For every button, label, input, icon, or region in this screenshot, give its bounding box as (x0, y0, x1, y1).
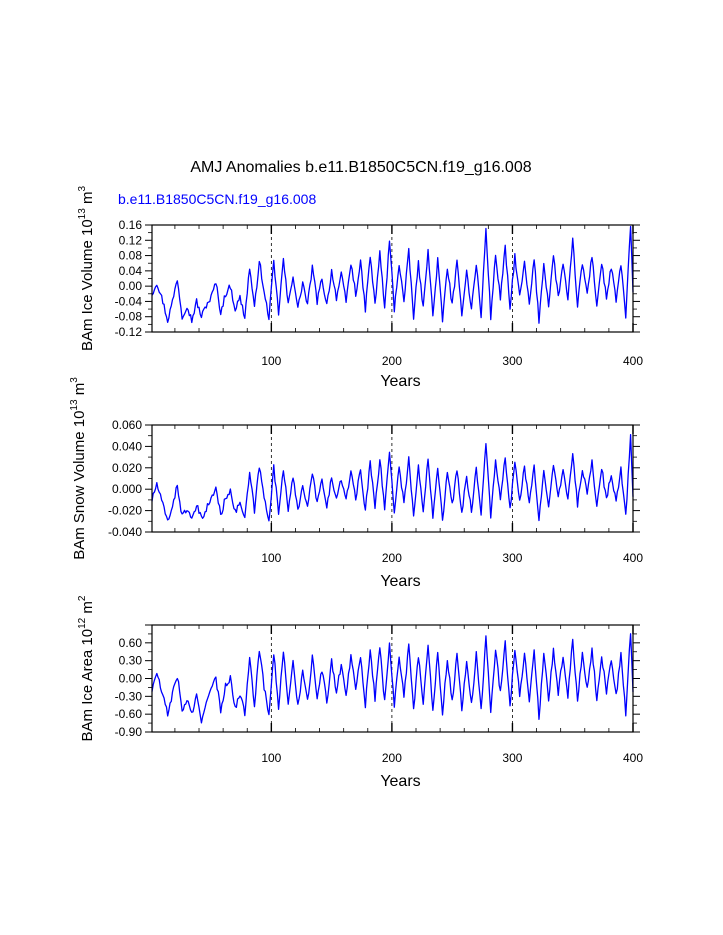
y-axis-label: BAm Ice Volume 1013 m3 (77, 186, 96, 352)
y-tick-label: 0.000 (112, 482, 142, 496)
y-tick-label: -0.12 (115, 325, 143, 339)
x-tick-label: 100 (261, 751, 281, 765)
chart-subtitle: b.e11.B1850C5CN.f19_g16.008 (118, 191, 316, 207)
x-tick-label: 400 (623, 551, 643, 565)
y-axis-label: BAm Ice Area 1012 m2 (77, 595, 96, 741)
series-line (151, 433, 634, 522)
x-tick-label: 400 (623, 751, 643, 765)
y-tick-label: 0.08 (119, 249, 143, 263)
chart-title: AMJ Anomalies b.e11.B1850C5CN.f19_g16.00… (190, 159, 531, 176)
y-tick-label: -0.04 (115, 294, 143, 308)
x-axis-label: Years (380, 573, 420, 590)
series-line (151, 225, 634, 324)
y-tick-label: -0.08 (115, 310, 143, 324)
y-tick-label: 0.00 (119, 672, 143, 686)
x-tick-label: 100 (261, 354, 281, 368)
x-tick-label: 200 (382, 551, 402, 565)
y-tick-label: -0.30 (115, 689, 143, 703)
series-line (151, 633, 634, 724)
x-tick-label: 200 (382, 751, 402, 765)
x-axis-label: Years (380, 773, 420, 790)
x-tick-label: 200 (382, 354, 402, 368)
x-tick-label: 400 (623, 354, 643, 368)
y-tick-label: 0.12 (119, 233, 143, 247)
panel-1: -0.12-0.08 -0.040.000.040.08 0.120.16 100 20… (77, 186, 643, 390)
y-tick-label: 0.020 (112, 461, 142, 475)
y-tick-label: 0.040 (112, 439, 142, 453)
panel-3: -0.90 -0.60 -0.30 0.00 0.30 0.60 100 200 300 400 Y… (77, 595, 643, 790)
y-tick-label: 0.00 (119, 279, 143, 293)
x-tick-label: 100 (261, 551, 281, 565)
y-tick-label: 0.04 (119, 264, 143, 278)
y-axis-label: BAm Snow Volume 1013 m3 (69, 377, 88, 560)
y-tick-label: -0.90 (115, 725, 143, 739)
panel-2: -0.040 -0.020 0.000 0.020 0.040 0.060 100 200 30… (69, 377, 643, 590)
y-tick-label: -0.60 (115, 707, 143, 721)
x-tick-label: 300 (502, 751, 522, 765)
y-tick-label: 0.16 (119, 218, 143, 232)
y-tick-label: -0.040 (108, 525, 142, 539)
x-axis-label: Years (380, 373, 420, 390)
x-tick-label: 300 (502, 551, 522, 565)
y-tick-label: -0.020 (108, 504, 142, 518)
y-tick-label: 0.060 (112, 418, 142, 432)
y-tick-label: 0.60 (119, 636, 143, 650)
x-tick-label: 300 (502, 354, 522, 368)
y-tick-label: 0.30 (119, 654, 143, 668)
